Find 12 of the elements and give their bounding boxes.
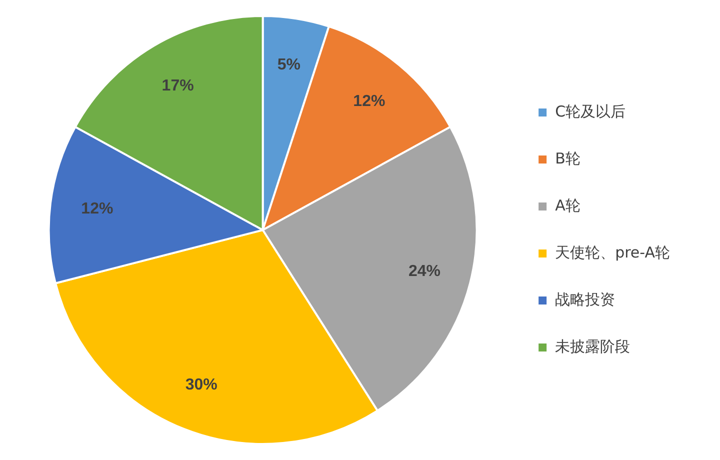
- legend-label: 天使轮、pre-A轮: [555, 243, 670, 262]
- legend-label: B轮: [555, 149, 580, 168]
- data-label: 5%: [277, 56, 300, 74]
- legend-label: 战略投资: [555, 290, 616, 308]
- legend-label: C轮及以后: [555, 102, 626, 120]
- data-label: 17%: [162, 78, 194, 95]
- legend-label: 未披露阶段: [555, 337, 630, 356]
- data-label: 30%: [185, 376, 218, 394]
- data-label: 12%: [81, 200, 114, 218]
- legend-label: A轮: [555, 196, 580, 214]
- data-label: 24%: [408, 262, 440, 280]
- data-label: 12%: [353, 92, 386, 110]
